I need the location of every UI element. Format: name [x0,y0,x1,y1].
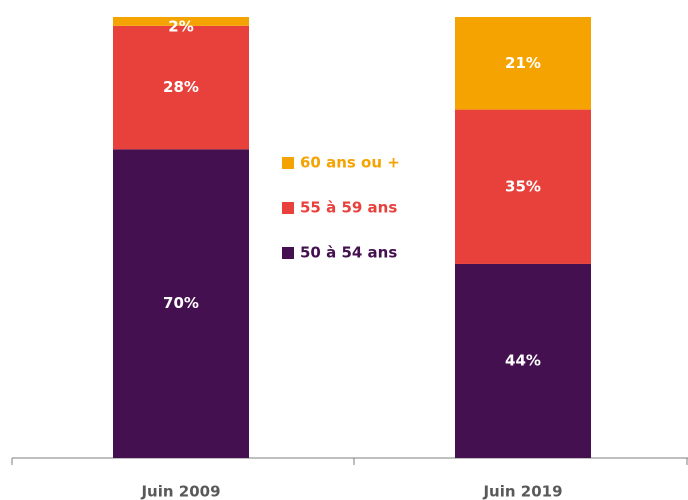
bar-segment [113,17,249,26]
legend-label: 50 à 54 ans [300,244,397,262]
data-label: 28% [163,78,199,96]
legend-swatch [282,202,294,214]
x-tick-label: Juin 2009 [140,483,220,500]
data-label: 70% [163,294,199,312]
data-label: 35% [505,177,541,195]
legend-label: 55 à 59 ans [300,199,397,217]
data-label: 21% [505,54,541,72]
bar-segment [455,263,591,458]
bar-segment [455,17,591,110]
data-label: 44% [505,351,541,369]
legend-swatch [282,247,294,259]
legend-label: 60 ans ou + [300,154,400,172]
data-label: 2% [168,18,193,36]
bar-segment [113,25,249,150]
bar-segment [113,149,249,459]
bar-segment [455,109,591,264]
x-tick-label: Juin 2019 [482,483,562,500]
legend-swatch [282,157,294,169]
